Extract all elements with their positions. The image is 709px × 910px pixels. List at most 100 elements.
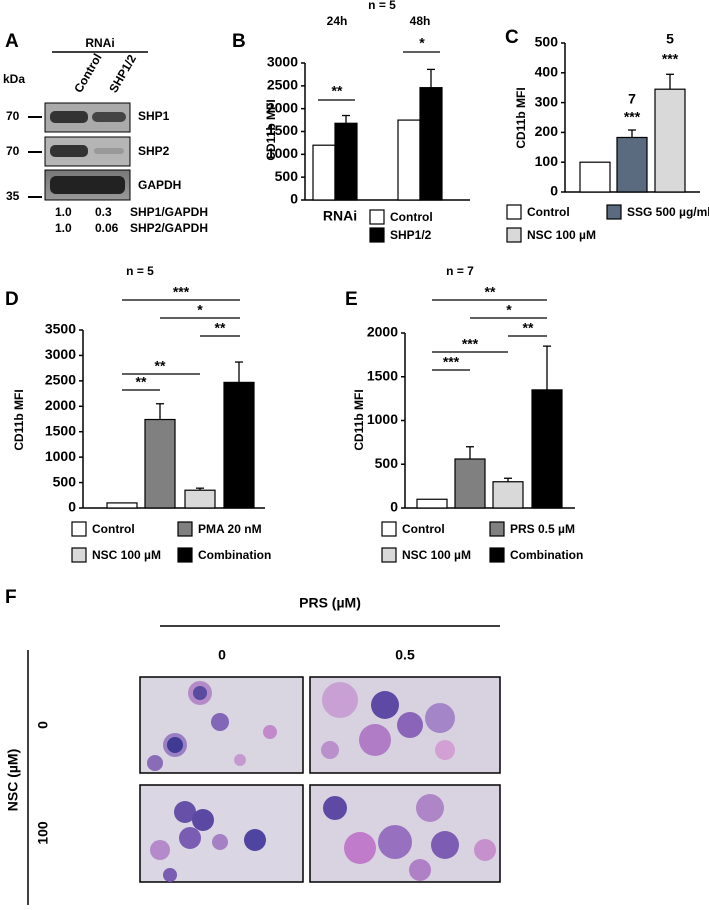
bar (654, 88, 686, 193)
bar (223, 381, 255, 509)
column-title: PRS (µM) (299, 595, 361, 611)
ratio: 0.3 (95, 205, 112, 219)
legend-swatch (369, 227, 385, 243)
row-label: 0 (35, 721, 51, 729)
bar (312, 144, 336, 201)
bar (492, 481, 524, 509)
annotation: *** (624, 109, 641, 125)
marker-label: 70 (6, 144, 20, 158)
blot (44, 102, 131, 201)
y-tick-label: 1000 (367, 411, 398, 427)
annotation: *** (462, 336, 479, 352)
bar (144, 418, 176, 509)
bar (454, 458, 486, 509)
band-label: SHP1 (138, 109, 170, 123)
group-label: RNAi (85, 36, 114, 50)
chart-title: n = 5 (368, 0, 396, 12)
panel-label: C (505, 27, 519, 48)
bar (416, 498, 448, 509)
panel-label: A (5, 31, 19, 52)
annotation: 7 (628, 91, 636, 107)
panel-label: D (5, 289, 19, 310)
y-tick-label: 500 (375, 455, 399, 471)
row-title: NSC (µM) (5, 749, 21, 812)
lane-label: Control (71, 51, 104, 95)
bar (616, 136, 648, 193)
y-tick-label: 1500 (367, 367, 398, 383)
legend-label: NSC 100 µM (527, 228, 596, 242)
legend-label: PRS 0.5 µM (510, 522, 575, 536)
y-tick-label: 2500 (45, 372, 76, 388)
y-tick-label: 2000 (45, 397, 76, 413)
legend-label: Control (402, 522, 445, 536)
micrograph (309, 784, 501, 883)
y-axis-label: CD11b MFI (12, 389, 26, 450)
y-axis-label: CD11b MFI (352, 389, 366, 450)
micrograph (139, 676, 304, 774)
legend-label: Control (390, 210, 433, 224)
y-tick-label: 0 (68, 499, 76, 515)
legend-swatch (506, 204, 522, 220)
bar (531, 389, 563, 509)
column-label: 0.5 (395, 647, 415, 663)
band-label: SHP2 (138, 144, 170, 158)
panel-label: B (232, 31, 246, 52)
y-tick-label: 0 (290, 191, 298, 207)
chart-title: n = 5 (126, 264, 154, 278)
y-tick-label: 2500 (267, 77, 298, 93)
chart-title: n = 7 (446, 264, 474, 278)
micrograph (139, 784, 304, 883)
annotation: ** (215, 320, 226, 336)
bar (419, 87, 443, 201)
column-label: 0 (218, 647, 226, 663)
bar (579, 161, 611, 193)
annotation: * (506, 302, 512, 318)
legend-label: Control (92, 522, 135, 536)
legend-swatch (381, 547, 397, 563)
y-tick-label: 2000 (267, 99, 298, 115)
legend-swatch (177, 547, 193, 563)
marker-label: 35 (6, 189, 20, 203)
annotation: ** (485, 284, 496, 300)
legend-label: NSC 100 µM (92, 548, 161, 562)
annotation: ** (523, 320, 534, 336)
ratio: 0.06 (95, 221, 119, 235)
ratio-label: SHP1/GAPDH (130, 205, 208, 219)
x-axis-label: RNAi (323, 208, 357, 224)
annotation: ** (332, 83, 343, 99)
bar (106, 502, 138, 509)
y-tick-label: 500 (53, 473, 77, 489)
lane-label: SHP1/2 (106, 52, 139, 95)
legend-swatch (606, 204, 622, 220)
legend-swatch (489, 521, 505, 537)
y-tick-label: 3500 (45, 321, 76, 337)
annotation: *** (173, 284, 190, 300)
annotation: * (419, 35, 425, 51)
y-axis-label: CD11b MFI (514, 87, 528, 148)
legend-swatch (381, 521, 397, 537)
legend-label: PMA 20 nM (198, 522, 262, 536)
legend-swatch (489, 547, 505, 563)
legend-label: Combination (198, 548, 271, 562)
y-tick-label: 500 (535, 34, 559, 50)
y-tick-label: 3000 (45, 346, 76, 362)
y-axis-label: CD11b MFI (264, 99, 278, 160)
legend-label: SHP1/2 (390, 228, 432, 242)
bar (397, 119, 421, 201)
annotation: *** (443, 354, 460, 370)
annotation: ** (136, 374, 147, 390)
legend-label: SSG 500 µg/ml (627, 205, 709, 219)
category-label: 48h (410, 14, 431, 28)
y-tick-label: 200 (535, 123, 559, 139)
micrograph (309, 676, 501, 774)
row-label: 100 (35, 821, 51, 845)
legend-swatch (506, 227, 522, 243)
legend-label: Combination (510, 548, 583, 562)
y-tick-label: 0 (390, 499, 398, 515)
band-label: GAPDH (138, 178, 181, 192)
annotation: * (197, 302, 203, 318)
y-tick-label: 2000 (367, 324, 398, 340)
y-tick-label: 1500 (45, 422, 76, 438)
panel-label: F (5, 587, 17, 608)
annotation: ** (155, 358, 166, 374)
